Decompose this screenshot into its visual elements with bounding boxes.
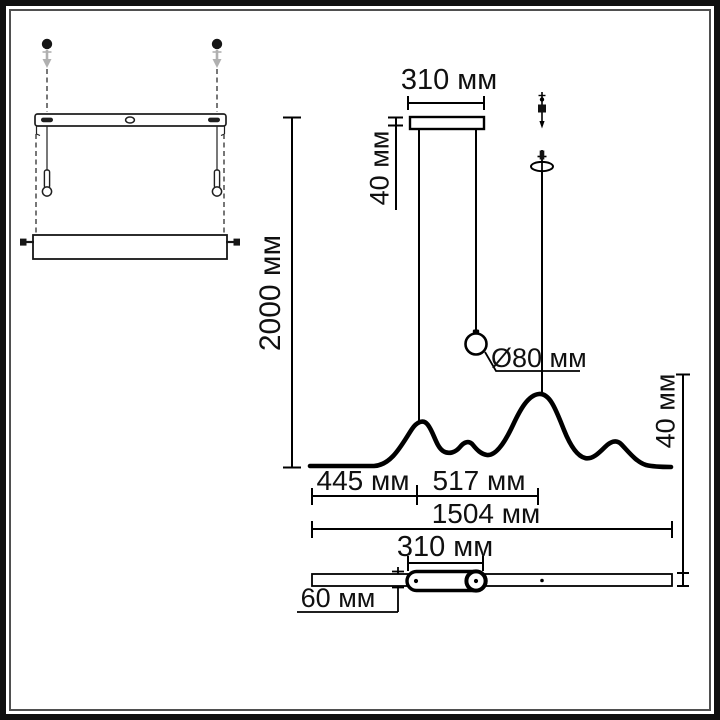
- side-screw-icon: [226, 238, 240, 246]
- dim-segments: [311, 485, 539, 505]
- label-overall-length: 1504 мм: [431, 498, 541, 529]
- bottom-view: [311, 569, 673, 593]
- bracket-center-hole: [124, 116, 136, 124]
- wall-anchor-icon: [42, 50, 52, 68]
- wave-profile: [307, 391, 674, 470]
- label-segment-left: 445 мм: [316, 465, 410, 496]
- bracket-slot: [41, 117, 53, 123]
- label-canopy-height: 40 мм: [364, 130, 395, 206]
- fixing-hole: [413, 578, 419, 584]
- label-canopy-width-bottom: 310 мм: [396, 531, 494, 563]
- dashed-guide: [35, 134, 225, 233]
- leader-ball-diameter: [484, 351, 580, 372]
- screw-icon: [211, 38, 223, 50]
- dim-canopy-height: [388, 116, 403, 210]
- installation-diagram: [20, 38, 240, 260]
- profile-bar: [311, 573, 673, 587]
- bracket-slot: [208, 117, 220, 123]
- label-profile-height: 40 мм: [650, 373, 681, 449]
- dimension-lines: [283, 96, 690, 613]
- canopy-top: [408, 115, 486, 131]
- label-canopy-width-top: 310 мм: [400, 64, 498, 96]
- label-ball-diameter: Ø80 мм: [491, 343, 587, 373]
- fixing-hole: [473, 578, 479, 584]
- hanging-bolt-icon: [41, 169, 53, 197]
- bolt-wire: [46, 126, 218, 170]
- label-segment-middle: 517 мм: [432, 465, 526, 496]
- canopy-install-view: [32, 234, 228, 260]
- cable-lock-icon: [530, 150, 554, 173]
- dim-profile-height: [676, 373, 690, 587]
- screw-icon: [41, 38, 53, 50]
- ball-shape: [464, 332, 488, 356]
- label-canopy-offset: 60 мм: [300, 583, 376, 613]
- dim-suspension-height: [283, 116, 301, 469]
- label-suspension-height: 2000 мм: [254, 234, 287, 352]
- hanging-bolt-icon: [211, 169, 223, 197]
- side-screw-icon: [20, 238, 34, 246]
- dim-canopy-width-top: [407, 96, 485, 110]
- bracket-end-tab: [35, 126, 226, 137]
- dim-canopy-offset: [297, 567, 404, 613]
- wall-anchor-icon: [212, 50, 222, 68]
- ceiling-screw-icon: [538, 92, 546, 129]
- dim-overall-length: [311, 521, 673, 538]
- side-view: [307, 92, 674, 470]
- dashed-guide: [46, 69, 218, 112]
- wire-hole: [540, 578, 544, 583]
- dim-canopy-width-bottom: [407, 556, 484, 571]
